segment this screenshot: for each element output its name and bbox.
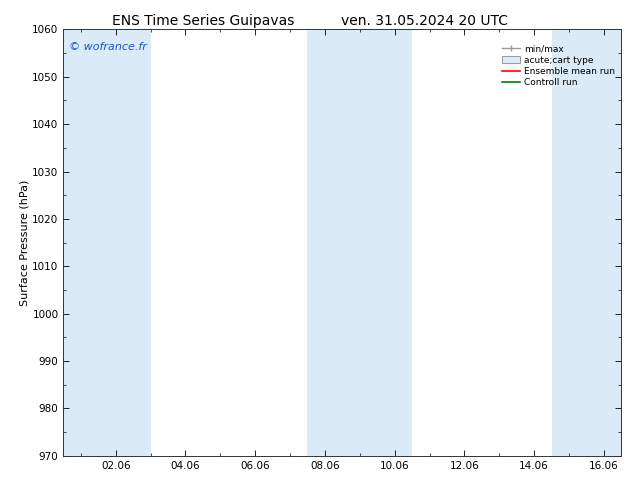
- Bar: [63, 29, 150, 456]
- Legend: min/max, acute;cart type, Ensemble mean run, Controll run: min/max, acute;cart type, Ensemble mean …: [500, 43, 617, 89]
- Bar: [307, 29, 412, 456]
- Text: © wofrance.fr: © wofrance.fr: [69, 42, 147, 52]
- Y-axis label: Surface Pressure (hPa): Surface Pressure (hPa): [20, 179, 30, 306]
- Text: ENS Time Series Guipavas: ENS Time Series Guipavas: [112, 14, 294, 28]
- Bar: [552, 29, 621, 456]
- Text: ven. 31.05.2024 20 UTC: ven. 31.05.2024 20 UTC: [341, 14, 508, 28]
